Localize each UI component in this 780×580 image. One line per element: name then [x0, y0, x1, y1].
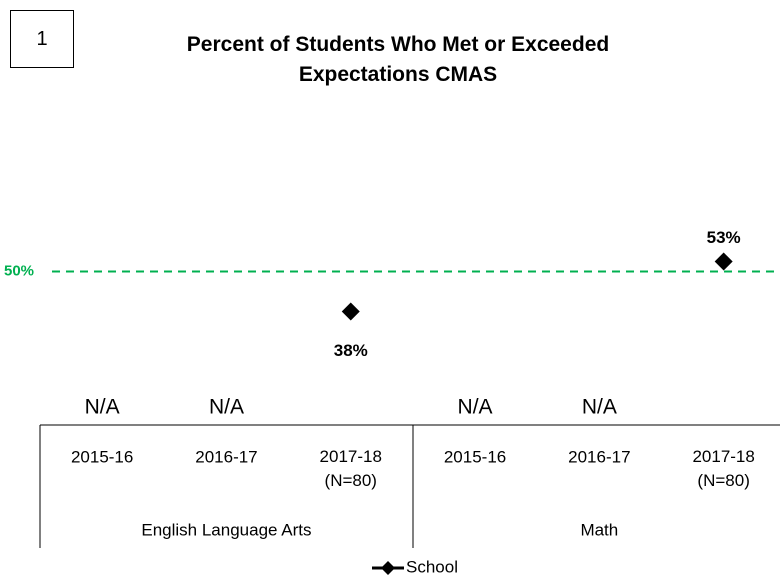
legend-marker — [381, 561, 395, 575]
x-tick-label: 2017-18 (N=80) — [692, 447, 754, 490]
value-label: N/A — [458, 396, 493, 419]
value-label: 53% — [707, 228, 741, 247]
group-label: English Language Arts — [141, 520, 311, 539]
chart-title: Percent of Students Who Met or Exceeded … — [186, 33, 610, 86]
value-label: N/A — [85, 396, 120, 419]
reference-label: 50% — [4, 262, 34, 279]
chart-number: 1 — [10, 10, 74, 68]
x-tick-label: 2015-16 — [71, 447, 133, 466]
value-label: N/A — [209, 396, 244, 419]
value-label: 38% — [334, 341, 368, 360]
marker — [714, 252, 733, 271]
group-label: Math — [580, 520, 618, 539]
x-tick-label: 2016-17 — [568, 447, 630, 466]
x-tick-label: 2015-16 — [444, 447, 506, 466]
x-tick-label: 2016-17 — [195, 447, 257, 466]
marker — [341, 302, 360, 321]
value-label: N/A — [582, 396, 617, 419]
legend-label: School — [406, 557, 458, 576]
x-tick-label: 2017-18 (N=80) — [320, 447, 382, 490]
